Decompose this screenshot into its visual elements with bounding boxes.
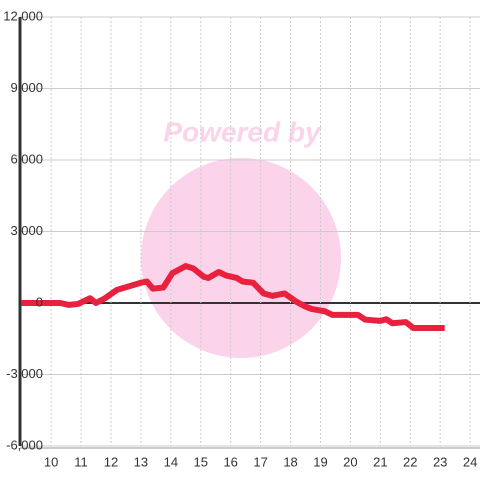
x-tick-label: 20: [343, 454, 357, 469]
plot: [21, 263, 445, 332]
x-tick-label: 21: [373, 454, 387, 469]
y-tick-label: 6,000: [10, 151, 43, 166]
watermark-text: Powered by: [163, 116, 322, 147]
watermark-circle: [141, 158, 341, 358]
x-tick-label: 13: [134, 454, 148, 469]
grid: [18, 16, 480, 449]
y-tick-label: 9,000: [10, 80, 43, 95]
x-tick-label: 14: [164, 454, 178, 469]
y-tick-label: 3,000: [10, 223, 43, 238]
x-tick-label: 16: [223, 454, 237, 469]
x-tick-label: 23: [433, 454, 447, 469]
y-tick-label: -3,000: [6, 366, 43, 381]
x-tick-label: 24: [463, 454, 477, 469]
y-tick-label: 0: [36, 294, 43, 309]
x-tick-label: 11: [74, 454, 88, 469]
x-tick-label: 17: [253, 454, 267, 469]
x-tick-label: 18: [283, 454, 297, 469]
x-tick-label: 12: [104, 454, 118, 469]
x-tick-label: 22: [403, 454, 417, 469]
x-tick-label: 15: [194, 454, 208, 469]
x-tick-label: 19: [313, 454, 327, 469]
line-series: [21, 263, 445, 332]
x-tick-label: 10: [44, 454, 58, 469]
y-tick-label: -6,000: [6, 437, 43, 452]
y-tick-label: 12,000: [3, 8, 43, 23]
